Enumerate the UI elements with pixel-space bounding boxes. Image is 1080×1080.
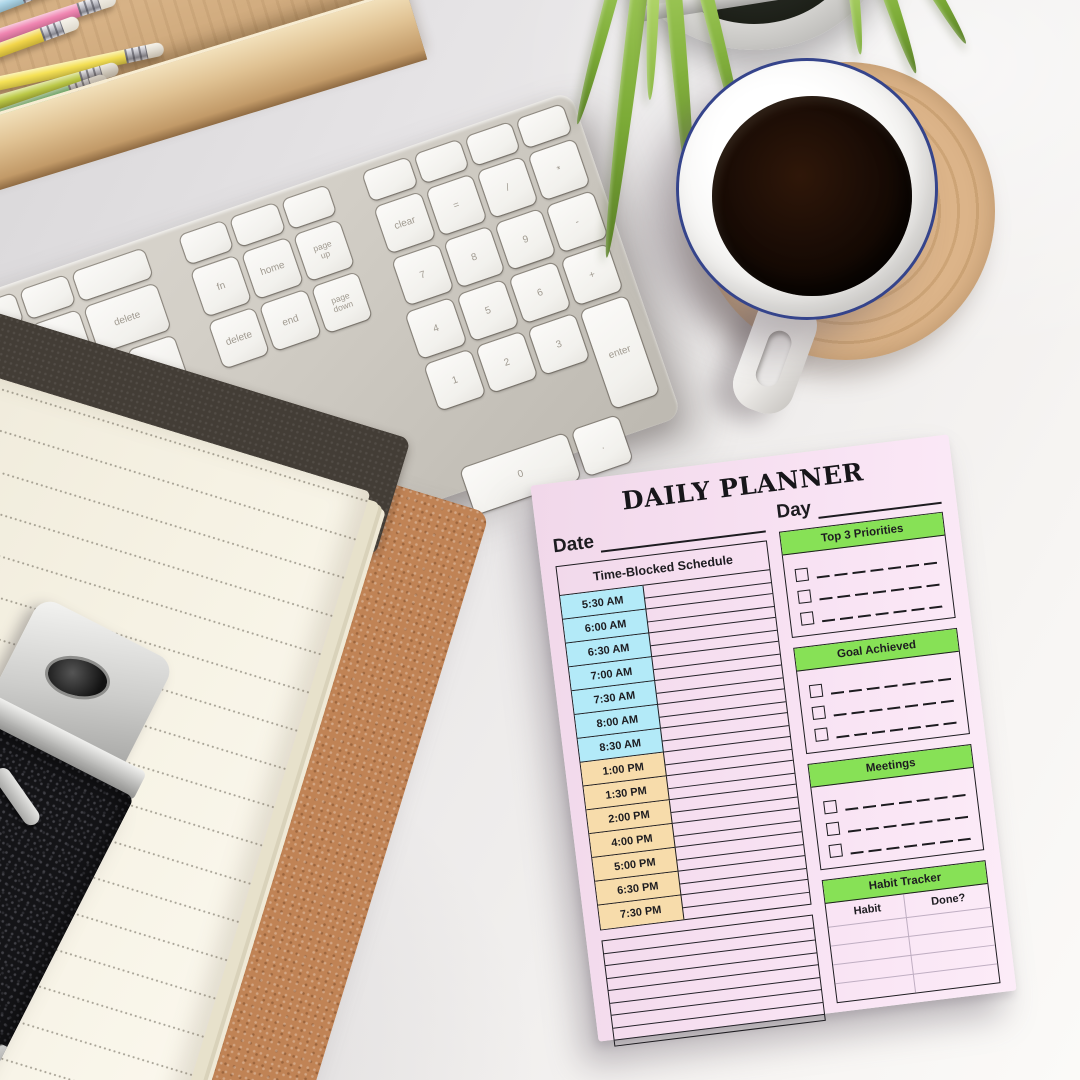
keyboard-key: 1 (424, 349, 486, 411)
checklist-sections: Top 3 Priorities Goal Achieved Meetings (778, 511, 985, 871)
habit-tracker: Habit Tracker Habit Done? (821, 860, 1001, 1004)
plant-leaf (900, 0, 972, 47)
plant-leaf (598, 0, 653, 259)
checklist-blank-line (836, 720, 958, 739)
keyboard-key (20, 275, 75, 320)
keyboard-key: - (546, 191, 608, 253)
keyboard-key: + (561, 244, 623, 306)
schedule-rows: 5:30 AM 6:00 AM 6:30 AM 7:00 AM 7:30 AM 8:00 … (560, 570, 810, 930)
day-label: Day (775, 497, 813, 523)
keyboard-key: 8 (443, 226, 505, 288)
keyboard-key (516, 104, 572, 149)
checkbox (794, 567, 810, 583)
checkbox (814, 727, 829, 742)
keyboard-key: 3 (528, 313, 590, 375)
checklist-section: Meetings (807, 743, 985, 871)
checkbox (828, 843, 843, 859)
checkbox (811, 705, 827, 721)
checkbox (825, 821, 841, 837)
checkbox (797, 589, 812, 604)
keyboard-key: enter (580, 295, 660, 409)
keyboard-key: 5 (457, 280, 519, 342)
black-coffee (712, 96, 912, 296)
keyboard-key (413, 139, 469, 184)
keyboard-key: page up (293, 220, 355, 282)
plant-leaf (868, 0, 923, 76)
checklist-section: Top 3 Priorities (778, 511, 956, 639)
notes-box (601, 914, 826, 1047)
keyboard-key: end (260, 289, 321, 351)
keyboard-key: * (528, 139, 590, 201)
keyboard-key: = (425, 174, 487, 236)
keyboard-key: 2 (476, 331, 538, 393)
keyboard-key: page down (311, 272, 373, 334)
checklist-blank-line (850, 836, 972, 855)
keyboard-key (230, 203, 285, 247)
checkbox (823, 799, 838, 815)
keyboard-key: 6 (509, 262, 571, 324)
keyboard-key: delete (208, 307, 270, 369)
daily-planner-sheet: DAILY PLANNER Date Time-Blocked Schedule… (530, 434, 1017, 1047)
keyboard-key: 4 (405, 297, 467, 359)
checkbox (808, 683, 824, 699)
plant-leaf (643, 0, 660, 101)
keyboard-key (362, 157, 418, 202)
date-label: Date (551, 531, 596, 558)
keyboard-key: home (242, 237, 303, 299)
keyboard-key: fn (190, 255, 252, 317)
keyboard-key (281, 185, 337, 230)
keyboard-key (465, 122, 521, 166)
keyboard-key: / (477, 157, 538, 218)
keyboard-key: clear (374, 192, 436, 254)
keyboard-key (178, 220, 234, 265)
checklist-blank-line (821, 604, 944, 623)
keyboard-key: . (571, 415, 633, 477)
keyboard-key: 9 (495, 209, 556, 270)
keyboard-key: 7 (392, 244, 453, 306)
checklist-section: Goal Achieved (793, 627, 970, 755)
checkbox (799, 611, 815, 626)
time-blocked-schedule: Time-Blocked Schedule 5:30 AM 6:00 AM 6:30… (555, 540, 812, 931)
habit-tracker-grid: Habit Done? (825, 884, 1000, 1002)
